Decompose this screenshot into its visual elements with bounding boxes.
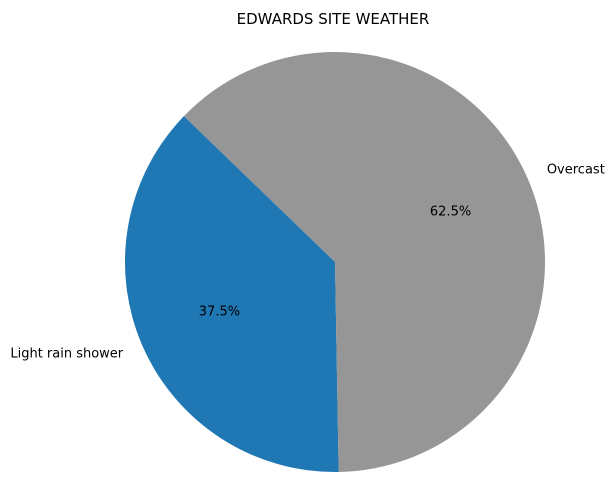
pie-slice-0 (124, 116, 339, 473)
chart-title: EDWARDS SITE WEATHER (237, 10, 430, 28)
pie-slices (124, 52, 545, 473)
pie-labels: Light rain shower 37.5% Overcast 62.5% (10, 162, 604, 361)
pie-slice-1 (183, 52, 545, 472)
slice-percent-0: 37.5% (199, 305, 240, 320)
slice-label-1: Overcast (547, 162, 605, 177)
slice-percent-1: 62.5% (430, 204, 471, 219)
slice-label-0: Light rain shower (10, 347, 123, 362)
